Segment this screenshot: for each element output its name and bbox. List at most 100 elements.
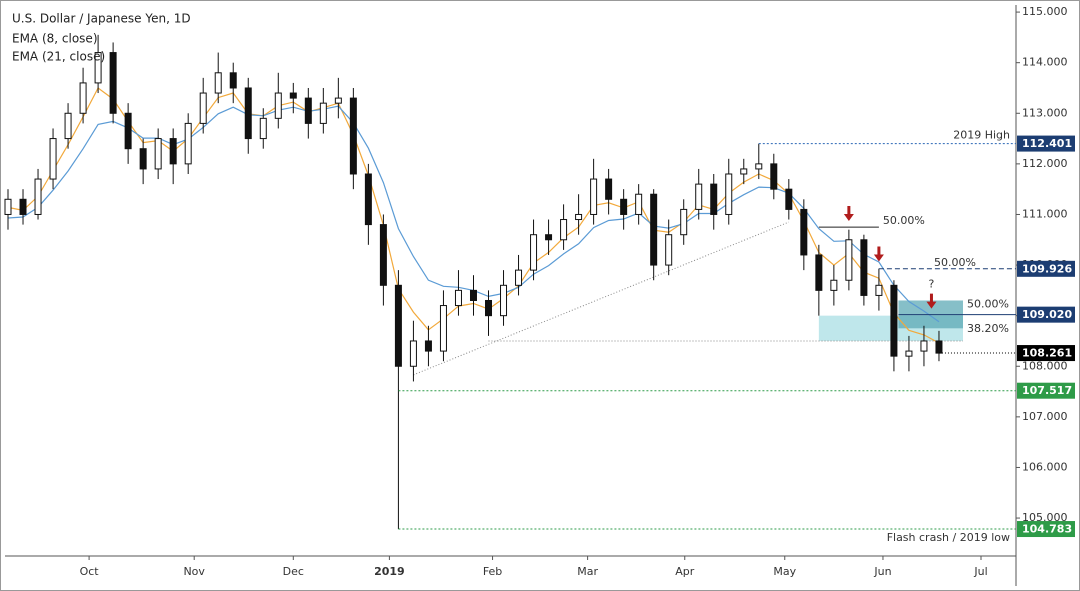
candle-body <box>34 178 42 215</box>
candle-body <box>139 148 147 170</box>
candle-body <box>379 224 387 286</box>
candle-body <box>154 138 162 170</box>
fib-label: 50.00% <box>967 298 1009 311</box>
price-tag-label: 108.261 <box>1022 347 1072 360</box>
candle-body <box>875 284 883 296</box>
y-tick-label: 114.000 <box>1022 56 1068 69</box>
y-tick-label: 112.000 <box>1022 157 1068 170</box>
candle-body <box>259 117 267 140</box>
price-tag <box>1017 135 1075 152</box>
candle-body <box>635 193 643 215</box>
fib-label: 38.20% <box>967 322 1009 335</box>
y-tick-label: 107.000 <box>1022 410 1068 423</box>
candle-body <box>560 219 568 241</box>
arrow <box>926 293 937 309</box>
x-tick-label: Oct <box>80 565 100 578</box>
candle-body <box>800 208 808 256</box>
candle-body <box>590 178 598 215</box>
candle-body <box>545 234 553 241</box>
indicator-label: EMA (8, close) <box>12 32 98 46</box>
candle-body <box>575 213 583 221</box>
candle-body <box>49 138 57 180</box>
plot: 2019 High Flash crash / 2019 low 50.00% 50.… <box>4 34 1016 544</box>
candle-body <box>680 208 688 236</box>
y-tick-label: 111.000 <box>1022 207 1068 220</box>
x-tick-label: Apr <box>675 565 695 578</box>
candle-body <box>454 289 462 307</box>
price-tag-label: 109.926 <box>1022 262 1072 275</box>
candle-body <box>64 112 72 140</box>
arrow <box>873 246 884 262</box>
candle-body <box>785 188 793 210</box>
candle-body <box>199 92 207 124</box>
x-tick-label: Nov <box>183 565 205 578</box>
indicator-label: EMA (21, close) <box>12 50 105 64</box>
candle-body <box>244 87 252 140</box>
candle-body <box>605 178 613 200</box>
candle-body <box>920 340 928 352</box>
price-tag-label: 107.517 <box>1022 384 1072 397</box>
price-tag <box>1017 521 1075 538</box>
candle-body <box>394 284 402 367</box>
x-tick-label: Jun <box>873 565 891 578</box>
candle-body <box>770 163 778 190</box>
price-tag-label: 112.401 <box>1022 137 1072 150</box>
candle-body <box>289 92 297 99</box>
candle-body <box>319 102 327 124</box>
price-tag <box>1017 345 1075 362</box>
candle-body <box>500 284 508 317</box>
price-tag <box>1017 306 1075 323</box>
candle-body <box>409 340 417 367</box>
y-tick-label: 115.000 <box>1022 5 1068 18</box>
candle-body <box>424 340 432 352</box>
candle-body <box>725 173 733 215</box>
candle-body <box>79 82 87 114</box>
candle-body <box>665 234 673 266</box>
candle-body <box>334 97 342 104</box>
candle-body <box>439 305 447 352</box>
y-tick-label: 106.000 <box>1022 460 1068 473</box>
candle-body <box>740 168 748 175</box>
candle-body <box>890 284 898 357</box>
candle-body <box>469 289 477 301</box>
candle-body <box>214 72 222 94</box>
fib-label: 50.00% <box>883 214 925 227</box>
candle-body <box>755 163 763 170</box>
candle-body <box>905 350 913 357</box>
level-note: 2019 High <box>953 129 1010 142</box>
x-tick-label: May <box>773 565 796 578</box>
x-tick-label: Feb <box>483 565 502 578</box>
price-tag-label: 109.020 <box>1022 308 1072 321</box>
candle-body <box>349 97 357 175</box>
x-tick-label: Dec <box>283 565 304 578</box>
candle-body <box>515 269 523 286</box>
candle-body <box>530 234 538 271</box>
candle-body <box>184 122 192 165</box>
candle-body <box>695 183 703 210</box>
x-tick-label: Jul <box>973 565 987 578</box>
candle-body <box>815 254 823 291</box>
y-tick-label: 113.000 <box>1022 106 1068 119</box>
candle-body <box>845 239 853 281</box>
candle-body <box>109 52 117 114</box>
candle-body <box>830 279 838 291</box>
candle-body <box>860 239 868 296</box>
candle-body <box>274 92 282 119</box>
candle-body <box>19 198 27 215</box>
price-tag <box>1017 382 1075 399</box>
candle-body <box>169 138 177 165</box>
arrow <box>843 206 854 222</box>
fib-label: 50.00% <box>934 256 976 269</box>
level-note: Flash crash / 2019 low <box>887 531 1010 544</box>
candle-body <box>304 97 312 124</box>
candle-body <box>710 183 718 215</box>
candle-body <box>620 198 628 215</box>
y-tick-label: 108.000 <box>1022 359 1068 372</box>
chart-title: U.S. Dollar / Japanese Yen, 1D <box>12 12 191 26</box>
candle-body <box>364 173 372 226</box>
y-tick-label: 105.000 <box>1022 511 1068 524</box>
candle-body <box>229 72 237 89</box>
x-tick-label: 2019 <box>374 565 405 578</box>
candle-body <box>4 198 12 215</box>
